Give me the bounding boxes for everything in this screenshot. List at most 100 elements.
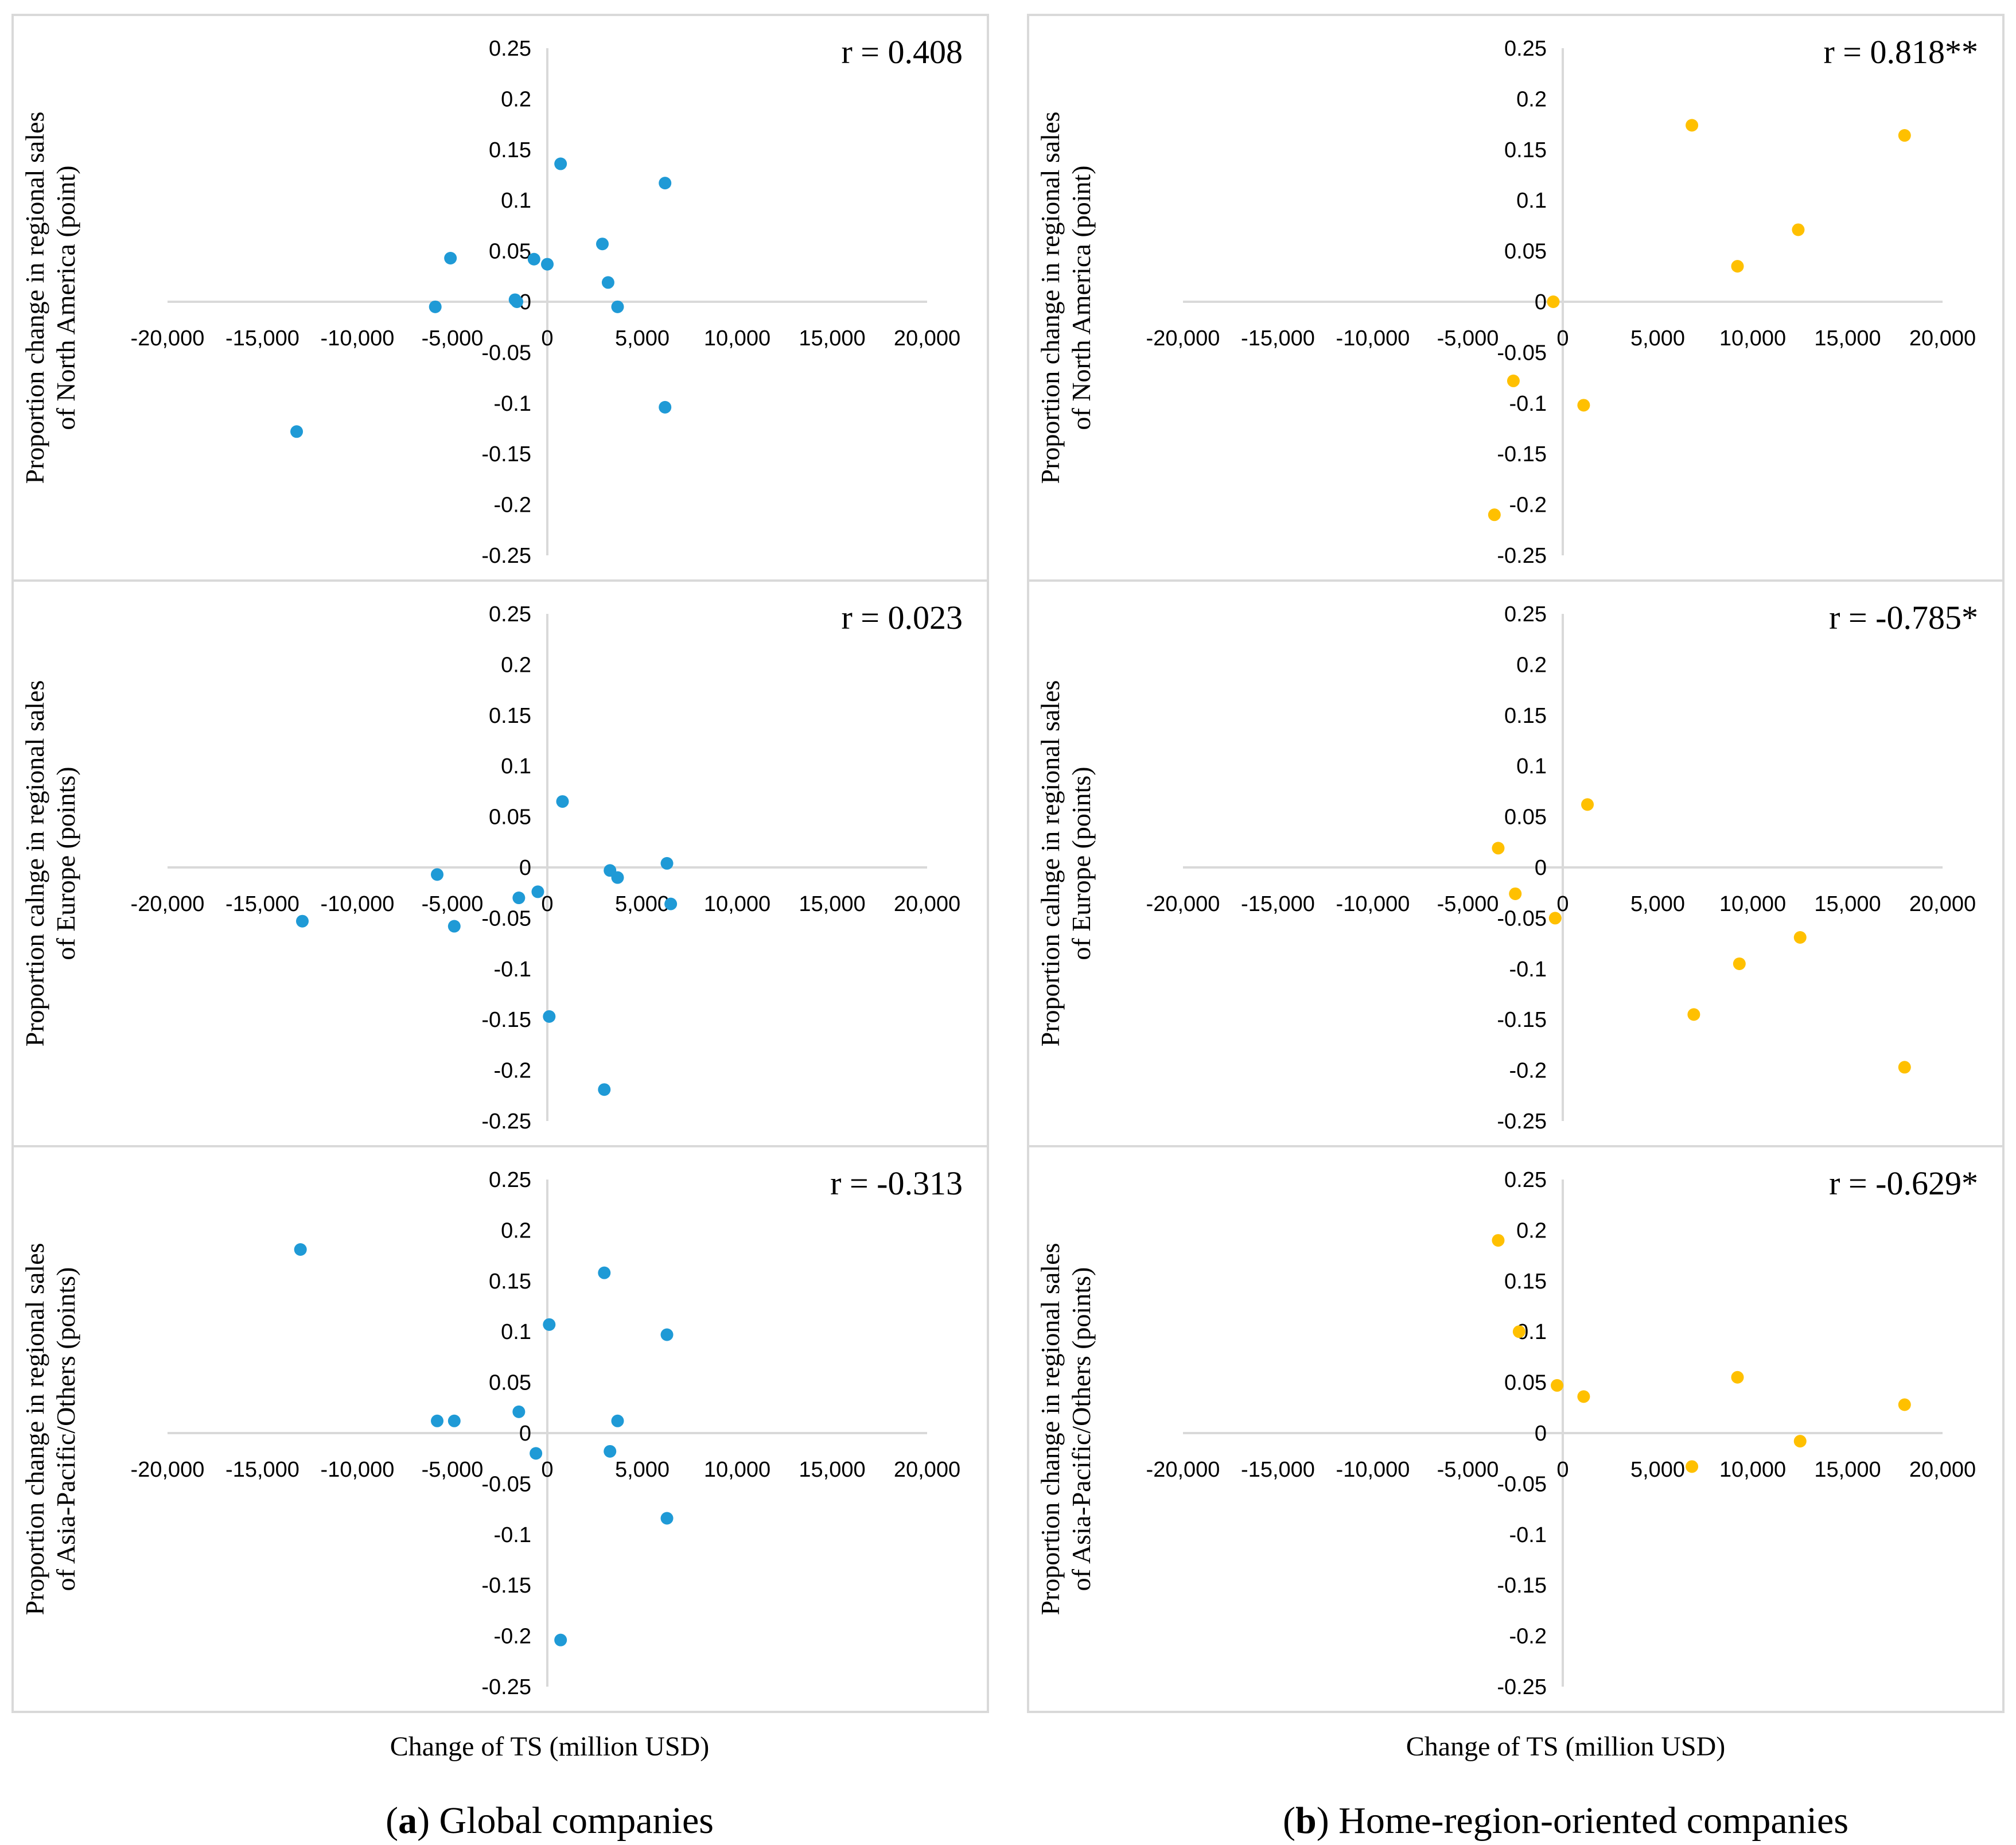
y-tick-label: 0.2 [1516,653,1547,677]
data-point [444,251,457,264]
data-point [660,1512,674,1525]
panel-border [11,579,989,1147]
panel-border [1027,1145,2005,1713]
y-tick-label: 0.2 [1516,1219,1547,1243]
data-point [1731,260,1744,273]
x-tick-label: -15,000 [225,892,299,916]
x-tick-label: 10,000 [704,892,770,916]
y-tick-label: 0.05 [1504,805,1547,830]
y-tick-label: 0.05 [1504,1371,1547,1395]
x-tick-label: -20,000 [131,326,205,351]
data-point [659,177,672,190]
y-tick-label: 0.25 [489,1168,531,1192]
x-tick-label: -5,000 [1437,1458,1499,1482]
data-point [447,1414,461,1427]
x-tick-label: -20,000 [1146,892,1220,916]
x-tick-label: -15,000 [225,326,299,351]
x-tick-label: 0 [541,326,553,351]
data-point [447,920,461,933]
x-tick-label: -20,000 [131,892,205,916]
data-point [664,897,678,910]
x-tick-label: -15,000 [1241,1458,1315,1482]
panel-home-north-america: 0.25 0.2 0.15 0.1 0.05 0 -0.05 -0.1 -0.15 -0.2 -0.… [1027,14,2005,582]
y-axis-title: Proportion calnge in regional salesof Eu… [20,680,80,1047]
y-tick-label: 0 [1535,290,1547,314]
y-tick-label: -0.2 [1509,1059,1547,1083]
y-tick-label: -0.2 [494,493,531,517]
panel-border [1027,14,2005,582]
y-tick-label: 0 [519,1422,531,1446]
data-point [1507,374,1520,387]
y-axis-title-line: of Asia-Pacific/Others (points) [1067,1267,1096,1591]
data-point [431,868,444,881]
data-point [601,276,614,289]
y-tick-label: -0.1 [1509,957,1547,982]
data-point [1577,399,1590,412]
y-tick-label: 0.1 [1516,754,1547,779]
x-tick-label: 20,000 [894,1458,960,1482]
data-point [1793,1435,1807,1448]
y-tick-label: -0.2 [1509,1625,1547,1649]
y-tick-label: -0.15 [1497,1574,1547,1598]
y-tick-label: -0.25 [481,1675,531,1699]
y-tick-label: 0.25 [489,37,531,61]
y-tick-label: 0.05 [1504,240,1547,264]
x-tick-label: 15,000 [799,892,865,916]
x-tick-label: -5,000 [1437,892,1499,916]
x-tick-label: 0 [541,1458,553,1482]
y-tick-label: -0.15 [1497,442,1547,466]
x-tick-label: 20,000 [1909,1458,1976,1482]
x-tick-label: -20,000 [1146,326,1220,351]
y-axis-title-line: Proportion calnge in regional sales [1036,680,1065,1047]
data-point [1488,508,1501,521]
data-point [1512,1325,1525,1338]
caption-right: (b) Home-region-oriented companies [1283,1800,1848,1842]
data-point [554,157,567,170]
data-point [598,1266,611,1279]
y-axis-title-line: of Asia-Pacific/Others (points) [51,1267,80,1591]
data-point [1898,1398,1911,1411]
data-point [611,300,624,313]
correlation-label: r = 0.023 [841,599,963,636]
x-tick-label: 0 [1556,1458,1569,1482]
y-tick-label: 0.15 [1504,138,1547,162]
y-tick-label: 0.1 [1516,189,1547,213]
y-tick-label: 0.1 [501,1320,531,1344]
y-axis-title-line: of Europe (points) [1067,766,1096,960]
y-tick-label: 0.05 [489,805,531,830]
x-tick-label: 20,000 [1909,326,1976,351]
y-axis-title-line: Proportion change in regional sales [1036,112,1065,484]
caption-right-tag: b [1295,1800,1317,1842]
data-point [530,1447,543,1460]
y-axis-title: Proportion change in regional salesof As… [20,1243,80,1616]
correlation-label: r = -0.313 [830,1165,963,1202]
x-tick-label: -20,000 [1146,1458,1220,1482]
y-tick-label: 0.2 [501,1219,531,1243]
x-tick-label: 5,000 [615,326,670,351]
data-point [1548,912,1562,925]
x-tick-label: 10,000 [1719,1458,1786,1482]
y-tick-label: 0.25 [1504,1168,1547,1192]
x-tick-label: 20,000 [1909,892,1976,916]
panel-global-north-america: 0.25 0.2 0.15 0.1 0.05 0 -0.05 -0.1 -0.15 -0.2 -0.… [11,14,989,582]
data-point [531,885,544,898]
y-tick-label: -0.05 [481,906,531,931]
y-tick-label: -0.2 [494,1059,531,1083]
y-tick-label: 0 [1535,856,1547,880]
y-axis-title-line: of Europe (points) [51,766,80,960]
x-tick-label: -10,000 [1336,892,1410,916]
panel-border [1027,579,2005,1147]
x-tick-label: 15,000 [1814,1458,1881,1482]
x-tick-label: 15,000 [1814,326,1881,351]
data-point [294,1243,307,1256]
data-point [1898,1061,1911,1074]
panel-global-asia-pacific: 0.25 0.2 0.15 0.1 0.05 0 -0.05 -0.1 -0.15 -0.2 -0.… [11,1145,989,1713]
data-point [1731,1371,1744,1384]
panel-border [11,14,989,582]
data-point [1581,798,1594,811]
data-point [1687,1008,1700,1021]
panel-home-asia-pacific: 0.250.20.150.10.050-0.05-0.1-0.15-0.2-0.… [1027,1145,2005,1713]
data-point [556,795,569,808]
y-tick-label: 0.15 [489,138,531,162]
